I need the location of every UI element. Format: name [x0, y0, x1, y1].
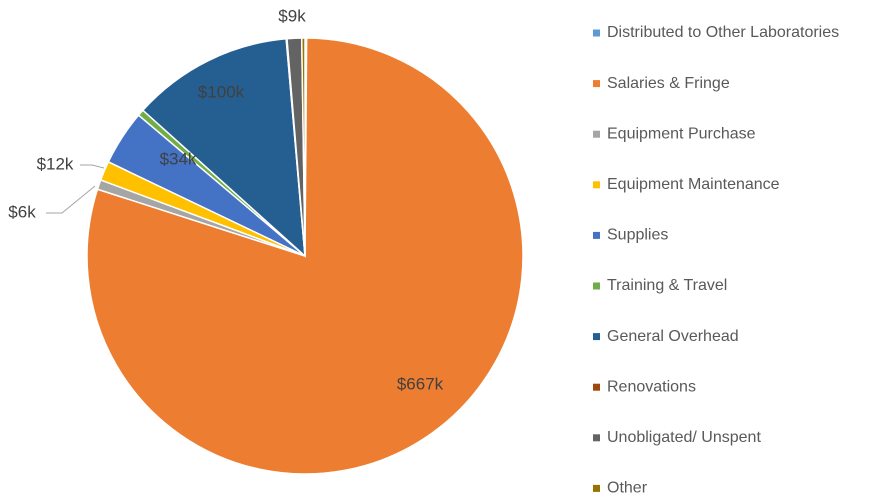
data-label: $34k	[160, 149, 197, 168]
data-label: $9k	[278, 6, 306, 25]
legend-swatch	[593, 231, 600, 239]
legend-swatch	[593, 181, 600, 189]
legend-swatch	[593, 282, 600, 290]
pie-slice	[141, 38, 306, 258]
legend-label: Other	[607, 480, 648, 495]
legend-swatch	[593, 484, 600, 492]
data-label: $100k	[198, 82, 245, 101]
pie-slice	[300, 37, 306, 257]
legend-label: Equipment Purchase	[607, 125, 756, 142]
legend-swatch	[593, 29, 600, 37]
legend-swatch	[593, 80, 600, 88]
legend-label: Supplies	[607, 227, 668, 244]
legend-label: Equipment Maintenance	[607, 176, 780, 193]
legend-label: Salaries & Fringe	[607, 75, 730, 92]
leader-line	[80, 164, 105, 169]
legend-swatch	[593, 383, 600, 391]
legend-label: Renovations	[607, 378, 696, 395]
legend-label: Training & Travel	[607, 277, 727, 294]
leader-line	[46, 185, 96, 214]
legend-label: General Overhead	[607, 328, 739, 345]
legend-swatch	[593, 434, 600, 442]
legend-label: Distributed to Other Laboratories	[607, 24, 839, 41]
legend-label: Unobligated/ Unspent	[607, 429, 761, 446]
data-label: $12k	[37, 154, 74, 173]
data-label: $667k	[397, 374, 444, 393]
legend-swatch	[593, 130, 600, 138]
data-label: $6k	[8, 202, 36, 221]
legend-swatch	[593, 333, 600, 341]
